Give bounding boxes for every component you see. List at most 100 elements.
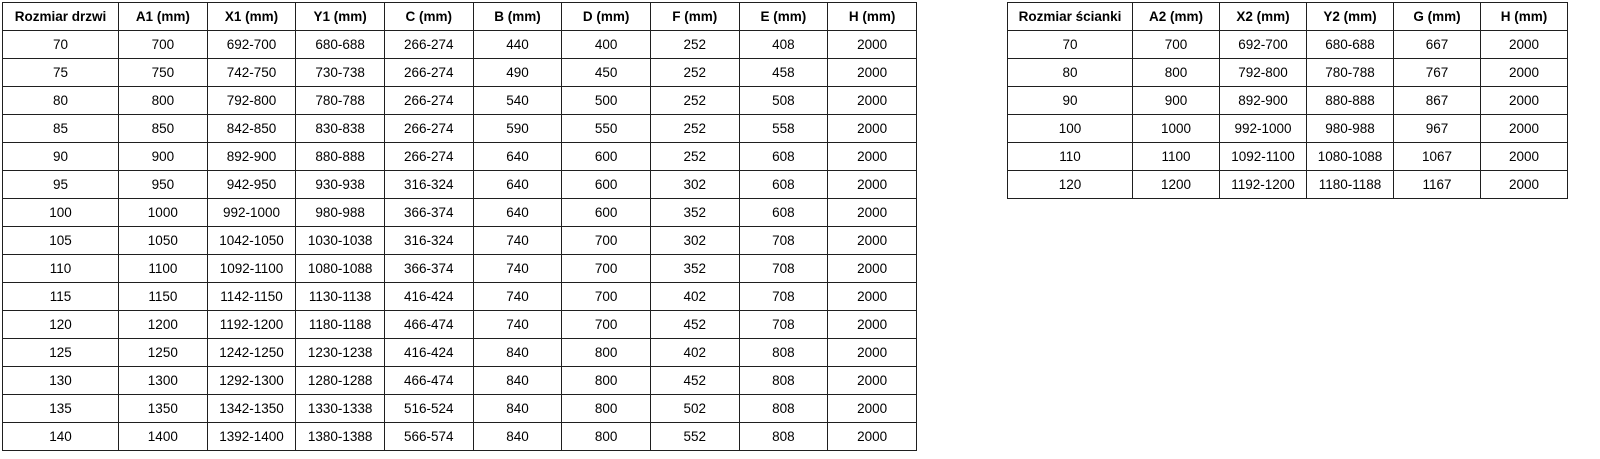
table-cell: 700 <box>561 226 651 255</box>
table-cell: 1250 <box>118 338 208 367</box>
table-cell: 1167 <box>1393 170 1481 199</box>
table-cell: 640 <box>472 198 563 227</box>
table-cell: 1200 <box>1132 170 1220 199</box>
table-cell: 120 <box>1007 170 1133 199</box>
column-header: D (mm) <box>561 2 651 31</box>
table-cell: 125 <box>2 338 119 367</box>
table-cell: 850 <box>118 114 208 143</box>
table-cell: 900 <box>1132 86 1220 115</box>
table-cell: 992-1000 <box>1219 114 1307 143</box>
table-cell: 400 <box>561 30 651 59</box>
table-row: 110 1100 1092-1100 1080-1088 366-374 740 700 35… <box>2 254 917 283</box>
table-cell: 416-424 <box>383 282 474 311</box>
table-cell: 840 <box>472 422 563 451</box>
table-cell: 2000 <box>827 366 917 395</box>
table-cell: 808 <box>738 366 829 395</box>
table-cell: 700 <box>561 310 651 339</box>
table-cell: 140 <box>2 422 119 451</box>
table-cell: 808 <box>738 422 829 451</box>
table-cell: 1192-1200 <box>1219 170 1307 199</box>
table-cell: 266-274 <box>383 114 474 143</box>
table-row: 140 1400 1392-1400 1380-1388 566-574 840 800 55… <box>2 422 917 451</box>
table-cell: 900 <box>118 142 208 171</box>
table-cell: 1200 <box>118 310 208 339</box>
table-cell: 708 <box>738 254 829 283</box>
table-cell: 105 <box>2 226 119 255</box>
table-cell: 100 <box>2 198 119 227</box>
table-cell: 502 <box>649 394 740 423</box>
table-row: 125 1250 1242-1250 1230-1238 416-424 840 800 40… <box>2 338 917 367</box>
table-cell: 352 <box>649 254 740 283</box>
table-cell: 266-274 <box>383 142 474 171</box>
table-cell: 1130-1138 <box>295 282 385 311</box>
table-cell: 466-474 <box>383 366 474 395</box>
table-row: 100 1000 992-1000 980-988 366-374 640 600 352 60… <box>2 198 917 227</box>
table-cell: 550 <box>561 114 651 143</box>
table-cell: 600 <box>561 198 651 227</box>
table-cell: 667 <box>1393 30 1481 59</box>
table-row: 75 750 742-750 730-738 266-274 490 450 252 458 20… <box>2 58 917 87</box>
table-cell: 792-800 <box>206 86 297 115</box>
column-header: B (mm) <box>472 2 563 31</box>
table-cell: 70 <box>2 30 119 59</box>
table-cell: 800 <box>1132 58 1220 87</box>
table-cell: 930-938 <box>295 170 385 199</box>
table-row: 85 850 842-850 830-838 266-274 590 550 252 558 20… <box>2 114 917 143</box>
table-cell: 800 <box>561 422 651 451</box>
table-cell: 252 <box>649 86 740 115</box>
table-cell: 1100 <box>118 254 208 283</box>
table-row: 110 1100 1092-1100 1080-1088 1067 2000 <box>1007 142 1568 171</box>
table-cell: 1150 <box>118 282 208 311</box>
table-cell: 1300 <box>118 366 208 395</box>
table-row: 80 800 792-800 780-788 266-274 540 500 252 508 20… <box>2 86 917 115</box>
table-cell: 980-988 <box>1306 114 1394 143</box>
table-cell: 608 <box>738 198 829 227</box>
table-cell: 980-988 <box>295 198 385 227</box>
table-cell: 1000 <box>1132 114 1220 143</box>
table-cell: 740 <box>472 310 563 339</box>
table-cell: 1192-1200 <box>206 310 297 339</box>
table-cell: 458 <box>738 58 829 87</box>
table-cell: 352 <box>649 198 740 227</box>
table-cell: 466-474 <box>383 310 474 339</box>
table-cell: 252 <box>649 114 740 143</box>
table-cell: 1100 <box>1132 142 1220 171</box>
table-cell: 450 <box>561 58 651 87</box>
table-cell: 316-324 <box>383 170 474 199</box>
table-cell: 135 <box>2 394 119 423</box>
table-cell: 130 <box>2 366 119 395</box>
table-cell: 1180-1188 <box>1306 170 1394 199</box>
table-cell: 730-738 <box>295 58 385 87</box>
table-cell: 740 <box>472 282 563 311</box>
table-cell: 552 <box>649 422 740 451</box>
table-cell: 408 <box>738 30 829 59</box>
table-cell: 600 <box>561 170 651 199</box>
table-cell: 266-274 <box>383 86 474 115</box>
table-cell: 2000 <box>827 58 917 87</box>
table-cell: 742-750 <box>206 58 297 87</box>
table-cell: 2000 <box>827 198 917 227</box>
table-cell: 800 <box>561 366 651 395</box>
table-cell: 110 <box>2 254 119 283</box>
table-cell: 566-574 <box>383 422 474 451</box>
table-row: 135 1350 1342-1350 1330-1338 516-524 840 800 50… <box>2 394 917 423</box>
table-cell: 252 <box>649 142 740 171</box>
table-cell: 2000 <box>827 114 917 143</box>
header-row: Rozmiar drzwi A1 (mm) X1 (mm) Y1 (mm) C (mm)… <box>2 2 917 31</box>
column-header: X1 (mm) <box>206 2 297 31</box>
table-cell: 950 <box>118 170 208 199</box>
table-cell: 1092-1100 <box>206 254 297 283</box>
table-cell: 1230-1238 <box>295 338 385 367</box>
table-cell: 1042-1050 <box>206 226 297 255</box>
table-cell: 120 <box>2 310 119 339</box>
table-cell: 70 <box>1007 30 1133 59</box>
table-cell: 640 <box>472 142 563 171</box>
door-size-table: Rozmiar drzwi A1 (mm) X1 (mm) Y1 (mm) C (mm)… <box>2 2 917 451</box>
table-cell: 700 <box>1132 30 1220 59</box>
table-row: 120 1200 1192-1200 1180-1188 466-474 740 700 45… <box>2 310 917 339</box>
table-cell: 2000 <box>1480 30 1568 59</box>
table-cell: 2000 <box>1480 170 1568 199</box>
table-cell: 600 <box>561 142 651 171</box>
table-cell: 100 <box>1007 114 1133 143</box>
table-cell: 500 <box>561 86 651 115</box>
